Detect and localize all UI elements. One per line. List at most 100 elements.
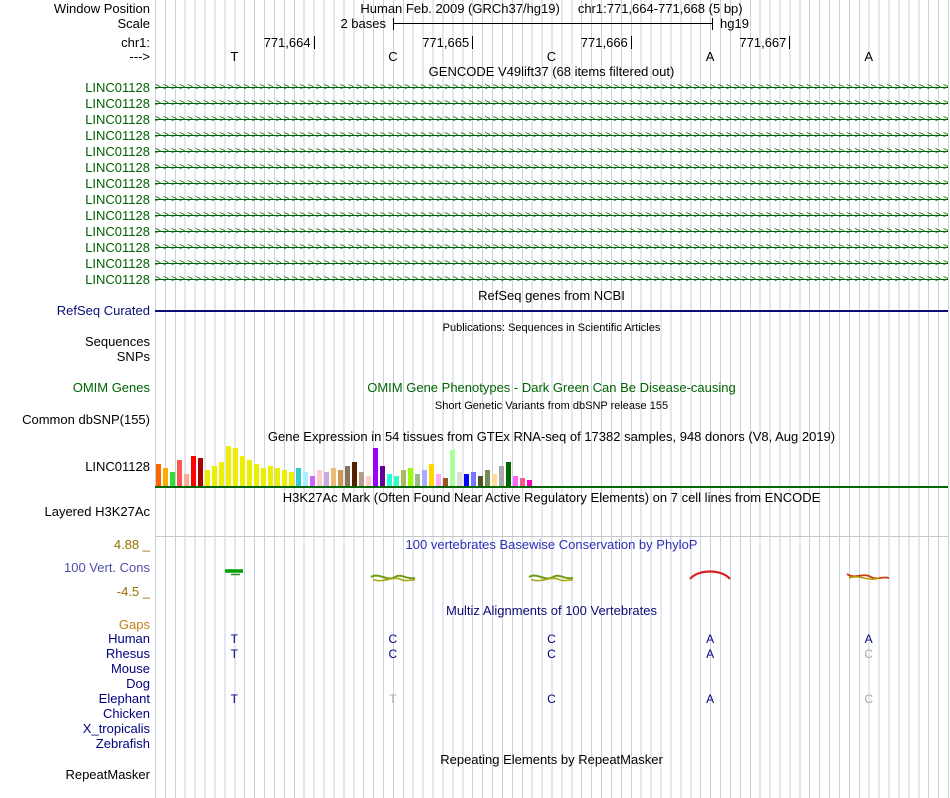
- gtex-expression-bar[interactable]: [366, 476, 371, 486]
- gtex-expression-bar[interactable]: [422, 470, 427, 486]
- gtex-expression-bar[interactable]: [212, 466, 217, 486]
- multiz-species-label[interactable]: Dog: [126, 676, 150, 691]
- gencode-transcript[interactable]: >>>>>>>>>>>>>>>>>>>>>>>>>>>>>>>>>>>>>>>>…: [155, 80, 948, 96]
- gtex-expression-bar[interactable]: [499, 466, 504, 486]
- multiz-species-label[interactable]: Chicken: [103, 706, 150, 721]
- gtex-expression-bar[interactable]: [471, 472, 476, 486]
- gencode-item-label[interactable]: LINC01128: [85, 192, 150, 207]
- gtex-expression-bar[interactable]: [520, 478, 525, 486]
- phylop-track-label[interactable]: 100 Vert. Cons: [64, 560, 150, 575]
- omim-genes-label[interactable]: OMIM Genes: [72, 380, 150, 395]
- gtex-expression-bar[interactable]: [387, 474, 392, 486]
- gtex-expression-bar[interactable]: [345, 466, 350, 486]
- gencode-item-label[interactable]: LINC01128: [85, 224, 150, 239]
- gencode-transcript[interactable]: >>>>>>>>>>>>>>>>>>>>>>>>>>>>>>>>>>>>>>>>…: [155, 112, 948, 128]
- gtex-expression-bar[interactable]: [156, 464, 161, 486]
- gtex-expression-bar[interactable]: [233, 448, 238, 486]
- multiz-species-label[interactable]: Zebrafish: [95, 736, 150, 751]
- gtex-expression-bar[interactable]: [408, 468, 413, 486]
- multiz-species-label[interactable]: Rhesus: [105, 646, 150, 661]
- gencode-transcript[interactable]: >>>>>>>>>>>>>>>>>>>>>>>>>>>>>>>>>>>>>>>>…: [155, 192, 948, 208]
- gencode-item-label[interactable]: LINC01128: [85, 208, 150, 223]
- gtex-expression-bar[interactable]: [261, 468, 266, 486]
- gtex-expression-bar[interactable]: [478, 476, 483, 486]
- gencode-transcript[interactable]: >>>>>>>>>>>>>>>>>>>>>>>>>>>>>>>>>>>>>>>>…: [155, 160, 948, 176]
- gtex-expression-bar[interactable]: [303, 472, 308, 486]
- gencode-item-label[interactable]: LINC01128: [85, 240, 150, 255]
- gtex-expression-bar[interactable]: [485, 470, 490, 486]
- gtex-expression-bar[interactable]: [513, 476, 518, 486]
- gtex-expression-bar[interactable]: [296, 468, 301, 486]
- gencode-transcript[interactable]: >>>>>>>>>>>>>>>>>>>>>>>>>>>>>>>>>>>>>>>>…: [155, 240, 948, 256]
- gencode-item-label[interactable]: LINC01128: [85, 112, 150, 127]
- repeatmasker-label[interactable]: RepeatMasker: [65, 767, 150, 782]
- gtex-expression-bar[interactable]: [401, 470, 406, 486]
- multiz-species-label[interactable]: Human: [108, 631, 150, 646]
- gtex-expression-bar[interactable]: [275, 468, 280, 486]
- gtex-expression-bar[interactable]: [254, 464, 259, 486]
- gtex-expression-bar[interactable]: [191, 456, 196, 486]
- gencode-transcript[interactable]: >>>>>>>>>>>>>>>>>>>>>>>>>>>>>>>>>>>>>>>>…: [155, 256, 948, 272]
- gtex-gene-label[interactable]: LINC01128: [85, 459, 150, 474]
- gtex-expression-bar[interactable]: [226, 446, 231, 486]
- gencode-item-label[interactable]: LINC01128: [85, 256, 150, 271]
- gtex-expression-bar[interactable]: [457, 472, 462, 486]
- gencode-item-label[interactable]: LINC01128: [85, 176, 150, 191]
- gtex-expression-bar[interactable]: [415, 474, 420, 486]
- multiz-species-label[interactable]: Mouse: [110, 661, 150, 676]
- gtex-expression-bar[interactable]: [338, 470, 343, 486]
- gtex-expression-bar[interactable]: [317, 470, 322, 486]
- gtex-expression-bar[interactable]: [324, 472, 329, 486]
- gencode-item-label[interactable]: LINC01128: [85, 144, 150, 159]
- gencode-item-label[interactable]: LINC01128: [85, 128, 150, 143]
- gtex-expression-bar[interactable]: [205, 470, 210, 486]
- gtex-expression-bar[interactable]: [310, 476, 315, 486]
- gencode-transcript[interactable]: >>>>>>>>>>>>>>>>>>>>>>>>>>>>>>>>>>>>>>>>…: [155, 224, 948, 240]
- multiz-species-label[interactable]: X_tropicalis: [82, 721, 150, 736]
- gtex-expression-bar[interactable]: [240, 456, 245, 486]
- gtex-expression-bar[interactable]: [170, 472, 175, 486]
- gtex-expression-bar[interactable]: [380, 466, 385, 486]
- gtex-expression-bar[interactable]: [394, 476, 399, 486]
- gtex-expression-bar[interactable]: [506, 462, 511, 486]
- gtex-expression-bar[interactable]: [268, 466, 273, 486]
- dbsnp-label[interactable]: Common dbSNP(155): [22, 412, 150, 427]
- multiz-gaps-label[interactable]: Gaps: [118, 617, 150, 632]
- gencode-transcript[interactable]: >>>>>>>>>>>>>>>>>>>>>>>>>>>>>>>>>>>>>>>>…: [155, 272, 948, 288]
- gtex-expression-bar[interactable]: [527, 480, 532, 486]
- gtex-expression-bar[interactable]: [198, 458, 203, 486]
- gencode-item-label[interactable]: LINC01128: [85, 96, 150, 111]
- gencode-item-label[interactable]: LINC01128: [85, 160, 150, 175]
- gtex-expression-bar[interactable]: [443, 478, 448, 486]
- gtex-expression-bar[interactable]: [289, 472, 294, 486]
- gencode-transcript[interactable]: >>>>>>>>>>>>>>>>>>>>>>>>>>>>>>>>>>>>>>>>…: [155, 144, 948, 160]
- gtex-expression-bar[interactable]: [373, 448, 378, 486]
- gtex-expression-bar[interactable]: [219, 462, 224, 486]
- h3k27ac-label[interactable]: Layered H3K27Ac: [44, 504, 150, 519]
- refseq-curated-item[interactable]: [155, 310, 948, 312]
- gtex-expression-bar[interactable]: [331, 468, 336, 486]
- gtex-expression-bar[interactable]: [247, 460, 252, 486]
- gencode-transcript[interactable]: >>>>>>>>>>>>>>>>>>>>>>>>>>>>>>>>>>>>>>>>…: [155, 208, 948, 224]
- gtex-expression-bar[interactable]: [492, 474, 497, 486]
- refseq-curated-label[interactable]: RefSeq Curated: [56, 303, 150, 318]
- gencode-item-label[interactable]: LINC01128: [85, 272, 150, 287]
- gtex-expression-bar[interactable]: [352, 462, 357, 486]
- gtex-expression-bar[interactable]: [163, 468, 168, 486]
- gtex-expression-bar[interactable]: [450, 450, 455, 486]
- gtex-expression-bar[interactable]: [429, 464, 434, 486]
- gtex-expression-bar[interactable]: [177, 460, 182, 486]
- gencode-transcript[interactable]: >>>>>>>>>>>>>>>>>>>>>>>>>>>>>>>>>>>>>>>>…: [155, 176, 948, 192]
- gtex-expression-bar[interactable]: [359, 472, 364, 486]
- gencode-item-label[interactable]: LINC01128: [85, 80, 150, 95]
- gencode-transcript[interactable]: >>>>>>>>>>>>>>>>>>>>>>>>>>>>>>>>>>>>>>>>…: [155, 128, 948, 144]
- publications-snps-label[interactable]: SNPs: [116, 349, 150, 364]
- gtex-expression-bar[interactable]: [464, 474, 469, 486]
- publications-sequences-label[interactable]: Sequences: [84, 334, 150, 349]
- gtex-expression-bar[interactable]: [282, 470, 287, 486]
- gtex-expression-bar[interactable]: [436, 474, 441, 486]
- gtex-expression-bar[interactable]: [184, 474, 189, 486]
- multiz-species-label[interactable]: Elephant: [98, 691, 150, 706]
- gencode-transcript[interactable]: >>>>>>>>>>>>>>>>>>>>>>>>>>>>>>>>>>>>>>>>…: [155, 96, 948, 112]
- gtex-gene-model-line[interactable]: [155, 486, 948, 488]
